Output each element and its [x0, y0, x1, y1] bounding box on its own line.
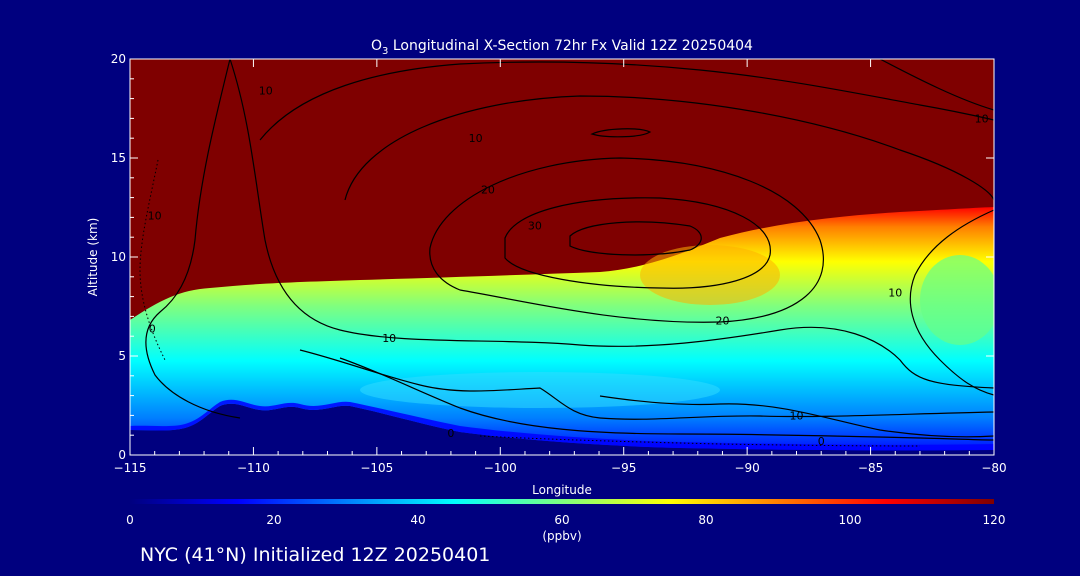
contour-label: 20	[715, 314, 729, 327]
y-tick-label: 0	[118, 448, 126, 462]
colorbar-tick-label: 100	[839, 513, 862, 527]
contour-label: 10	[975, 112, 989, 125]
contour-label: 0	[447, 427, 454, 440]
contour-30-outer	[504, 197, 771, 289]
contour-label: 30	[528, 219, 542, 232]
y-tick-label: 20	[111, 52, 126, 66]
warm-blob	[640, 245, 780, 305]
contour-neg-surface	[479, 435, 921, 447]
x-tick-label: −110	[237, 461, 270, 475]
contour-lower-2	[339, 357, 994, 441]
contour-label: 0	[818, 435, 825, 448]
green-patch	[920, 255, 994, 345]
contour-label: 0	[149, 322, 156, 335]
contour-label: 10	[259, 85, 273, 98]
colorbar-tick-label: 60	[554, 513, 569, 527]
init-info: NYC (41°N) Initialized 12Z 20250401	[140, 544, 490, 566]
contour-label: 10	[888, 287, 902, 300]
x-tick-label: −115	[114, 461, 147, 475]
contour-20	[429, 157, 824, 323]
contour-10-mid	[229, 59, 994, 389]
colorbar-tick-label: 80	[698, 513, 713, 527]
contour-lines	[139, 59, 994, 447]
x-tick-label: −90	[734, 461, 759, 475]
contour-0-left	[145, 59, 241, 419]
contour-30	[569, 221, 702, 256]
contour-labels: 10 0 10 10 10 20 30 20 10 10 10 0 0	[148, 85, 989, 448]
colorbar-tick-label: 20	[266, 513, 281, 527]
x-tick-label: −100	[484, 461, 517, 475]
chart-title: O3 Longitudinal X-Section 72hr Fx Valid …	[371, 38, 753, 57]
colorbar	[130, 499, 994, 504]
colorbar-tick-label: 120	[983, 513, 1006, 527]
cyan-patch	[360, 372, 720, 408]
contour-label: 10	[790, 409, 804, 422]
x-axis-label: Longitude	[532, 483, 592, 497]
contour-label: 10	[382, 332, 396, 345]
contour-top-right	[879, 59, 994, 111]
y-axis-label: Altitude (km)	[86, 218, 100, 297]
y-tick-label: 15	[111, 151, 126, 165]
terrain-surface	[130, 403, 994, 455]
x-tick-label: −105	[360, 461, 393, 475]
contour-label: 10	[469, 132, 483, 145]
surface-blue-layer	[130, 399, 994, 451]
contour-10-right	[909, 209, 994, 396]
colorbar-unit: (ppbv)	[542, 529, 581, 543]
y-tick-label: 10	[111, 250, 126, 264]
contour-10-upper	[344, 95, 994, 201]
x-tick-label: −85	[858, 461, 883, 475]
contour-label: 20	[481, 184, 495, 197]
contour-label: 10	[148, 209, 162, 222]
ozone-field: 10 0 10 10 10 20 30 20 10 10 10 0 0	[130, 59, 994, 455]
y-axis: 0 5 10 15 20	[111, 52, 994, 462]
x-tick-label: −95	[611, 461, 636, 475]
contour-lower-3	[599, 395, 994, 438]
colorbar-ticks: 0 20 40 60 80 100 120	[126, 513, 1005, 527]
contour-upper-arc	[259, 61, 994, 141]
y-tick-label: 5	[118, 349, 126, 363]
colorbar-tick-label: 0	[126, 513, 134, 527]
colorbar-tick-label: 40	[410, 513, 425, 527]
x-tick-label: −80	[981, 461, 1006, 475]
x-axis: −115 −110 −105 −100 −95 −90 −85 −80	[114, 59, 1007, 475]
contour-small-top	[590, 128, 652, 138]
